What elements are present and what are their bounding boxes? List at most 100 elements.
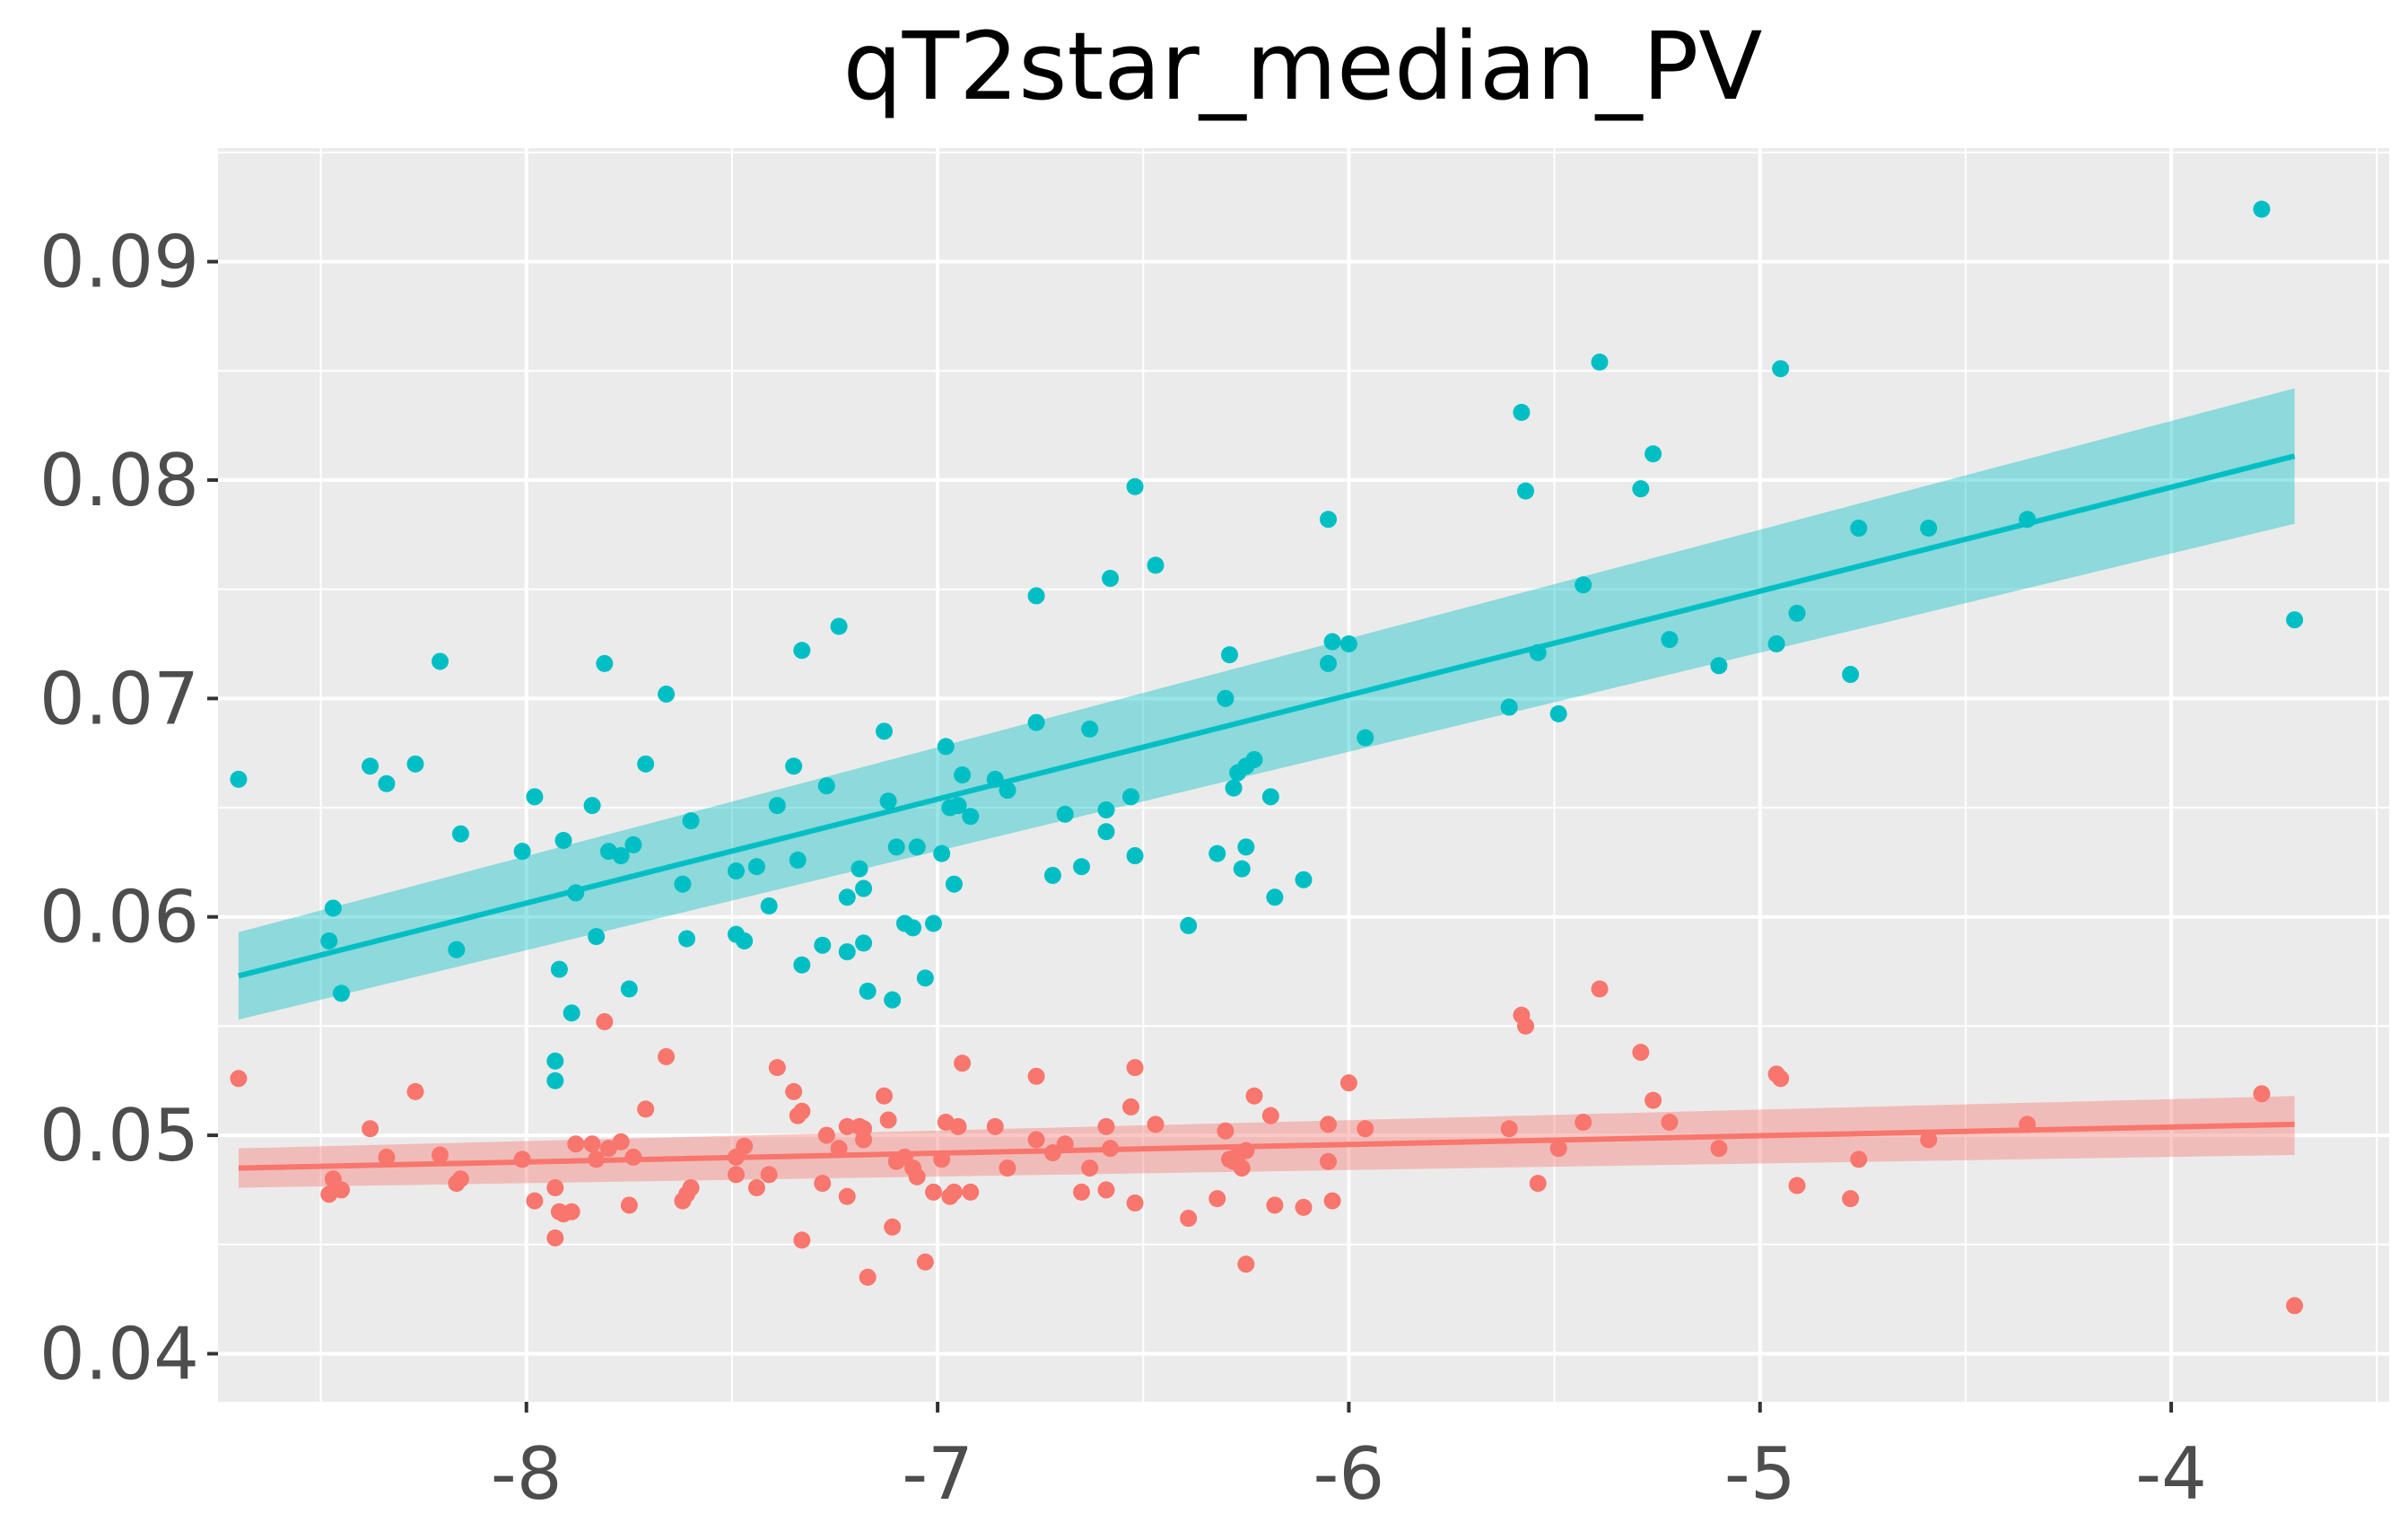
data-point [526,1192,544,1210]
fit-line [238,1121,2295,1171]
fit-lines [238,453,2296,1171]
data-point [1357,1120,1374,1138]
x-tick-label: -7 [902,1432,973,1516]
data-point [760,1166,778,1184]
data-point [563,1004,580,1022]
y-tick-label: 0.07 [39,657,199,740]
data-point [1517,482,1534,500]
data-point [1097,800,1115,818]
data-point [682,1178,700,1196]
data-point [230,770,248,788]
data-point [962,1183,980,1201]
data-point [451,825,469,843]
data-point [546,1178,564,1196]
data-point [324,899,342,917]
data-point [925,914,942,932]
data-point [1180,1210,1198,1228]
y-tick-label: 0.06 [39,876,199,959]
data-point [612,847,630,865]
data-point [378,774,396,792]
data-point [838,888,856,906]
data-point [1027,713,1045,731]
data-point [933,844,951,862]
y-tick-labels: 0.04 0.05 0.06 0.07 0.08 0.09 [39,221,199,1396]
data-point [793,1231,811,1249]
data-point [1920,1131,1938,1149]
data-point [793,642,811,660]
data-point [1027,1067,1045,1085]
data-point [908,1168,926,1185]
data-point [1097,1181,1115,1199]
data-point [838,1117,856,1135]
data-point [2253,1085,2271,1103]
y-tick-label: 0.09 [39,221,199,304]
data-point [908,838,926,856]
data-point [1102,569,1120,587]
data-point [1097,823,1115,841]
data-point [1788,1177,1806,1194]
data-point [1266,1196,1284,1214]
data-point [1500,698,1518,716]
data-point [563,1203,580,1220]
data-point [1529,1175,1547,1193]
data-point [1073,858,1090,876]
data-point [1233,1159,1251,1177]
data-point [954,1054,972,1072]
data-point [1027,587,1045,605]
data-point [1122,788,1139,806]
plot-panel [218,148,2389,1402]
data-point [1850,519,1868,537]
data-point [945,1183,963,1201]
data-point [1788,604,1806,622]
data-point [760,897,778,915]
data-point [406,1082,424,1100]
data-point [513,843,531,861]
chart-title: qT2star_median_PV [843,12,1763,121]
data-point [1632,480,1650,498]
data-point [526,788,544,806]
x-tick-labels: -8 -7 -6 -5 -4 [491,1432,2207,1516]
data-point [1261,1107,1279,1124]
data-point [2253,200,2271,218]
y-tick-label: 0.04 [39,1312,199,1395]
grid-major [218,148,2389,1402]
data-point [432,1146,449,1164]
data-point [876,722,893,740]
data-point [1237,1255,1255,1273]
data-point [1661,631,1679,649]
confidence-ribbon [238,1096,2295,1188]
data-point [320,932,338,949]
data-point [937,738,955,756]
data-point [1126,1194,1144,1212]
data-point [887,838,905,856]
data-point [747,858,765,876]
data-point [554,832,572,850]
data-point [817,777,835,795]
data-point [1221,646,1238,664]
grid-minor [218,148,2389,1402]
data-point [637,755,655,773]
data-point [1081,720,1099,738]
data-point [1591,980,1609,998]
data-point [1217,1122,1235,1140]
data-point [1027,1131,1045,1149]
data-point [1772,360,1790,378]
data-point [333,984,350,1002]
data-point [785,757,803,775]
data-point [1575,1113,1592,1131]
data-point [1320,511,1337,529]
data-point [362,1120,380,1138]
data-point [838,943,856,961]
data-point [736,1137,754,1155]
data-point [1772,1070,1790,1088]
data-point [1842,1190,1860,1208]
data-point [546,1052,564,1070]
x-tick-label: -8 [491,1432,563,1516]
data-point [814,936,832,954]
data-point [962,808,980,826]
data-point [1357,729,1374,747]
data-point [1323,1192,1341,1210]
data-point [1645,445,1662,463]
data-point [333,1181,350,1199]
